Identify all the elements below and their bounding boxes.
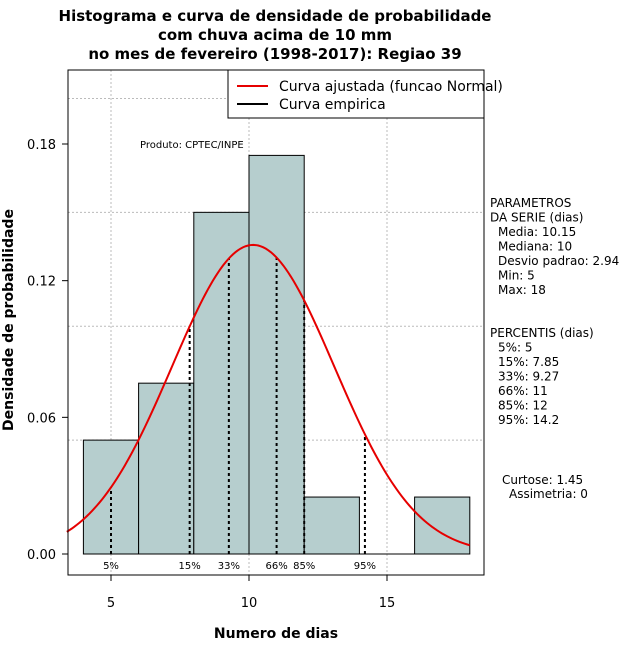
percentile-label-5: 95% bbox=[354, 561, 376, 572]
normal-curve-line bbox=[66, 243, 471, 547]
y-tick-label-1: 0.06 bbox=[27, 411, 56, 426]
x-tick-label-0: 5 bbox=[107, 596, 115, 611]
legend-box bbox=[227, 69, 485, 119]
side-pct-line-2: 15%: 7.85 bbox=[498, 355, 559, 369]
chart-title-line-1: Histograma e curva de densidade de proba… bbox=[59, 7, 492, 25]
histogram-bar-1 bbox=[138, 382, 195, 555]
chart-title-line-3: no mes de fevereiro (1998-2017): Regiao … bbox=[88, 45, 461, 63]
y-tick-label-0: 0.00 bbox=[27, 548, 56, 563]
x-tick-label-1: 10 bbox=[241, 596, 258, 611]
legend-label-empirical: Curva empirica bbox=[279, 97, 386, 113]
x-axis-title: Numero de dias bbox=[214, 626, 338, 642]
percentile-lines bbox=[110, 257, 366, 554]
side-param-line-6: Max: 18 bbox=[498, 283, 546, 297]
side-pct-line-0: PERCENTIS (dias) bbox=[490, 326, 594, 340]
y-tick-label-2: 0.12 bbox=[27, 275, 56, 290]
side-pct-line-4: 66%: 11 bbox=[498, 384, 548, 398]
side-assimetria: Assimetria: 0 bbox=[509, 487, 588, 501]
percentile-label-1: 15% bbox=[179, 561, 201, 572]
side-param-line-4: Desvio padrao: 2.94 bbox=[498, 254, 619, 268]
side-curtose: Curtose: 1.45 bbox=[502, 473, 583, 487]
side-param-line-1: DA SERIE (dias) bbox=[490, 211, 583, 225]
y-axis: 0.00 0.06 0.12 0.18 bbox=[27, 138, 69, 563]
percentile-labels: 5% 15% 33% 66% 85% 95% bbox=[103, 561, 376, 572]
side-pct-line-1: 5%: 5 bbox=[498, 341, 533, 355]
histogram-bar-4 bbox=[303, 496, 360, 555]
chart-title-line-2: com chuva acima de 10 mm bbox=[158, 26, 392, 44]
side-param-line-5: Min: 5 bbox=[498, 269, 535, 283]
side-pct-line-6: 95%: 14.2 bbox=[498, 413, 559, 427]
histogram-bar-6 bbox=[414, 496, 471, 555]
percentile-label-3: 66% bbox=[265, 561, 287, 572]
product-note: Produto: CPTEC/INPE bbox=[140, 140, 244, 151]
percentile-label-2: 33% bbox=[218, 561, 240, 572]
legend: Curva ajustada (funcao Normal) Curva emp… bbox=[227, 69, 503, 119]
histogram-bar-2 bbox=[193, 211, 250, 555]
x-tick-label-2: 15 bbox=[379, 596, 396, 611]
side-param-line-0: PARAMETROS bbox=[490, 196, 571, 210]
percentile-label-4: 85% bbox=[293, 561, 315, 572]
side-param-line-3: Mediana: 10 bbox=[498, 240, 572, 254]
side-pct-line-5: 85%: 12 bbox=[498, 399, 548, 413]
y-axis-title: Densidade de probabilidade bbox=[1, 209, 17, 431]
x-axis: 5 10 15 bbox=[107, 574, 396, 611]
y-tick-label-3: 0.18 bbox=[27, 138, 56, 153]
legend-label-normal: Curva ajustada (funcao Normal) bbox=[279, 79, 503, 95]
side-param-line-2: Media: 10.15 bbox=[498, 225, 576, 239]
percentile-label-0: 5% bbox=[103, 561, 119, 572]
side-pct-line-3: 33%: 9.27 bbox=[498, 370, 559, 384]
